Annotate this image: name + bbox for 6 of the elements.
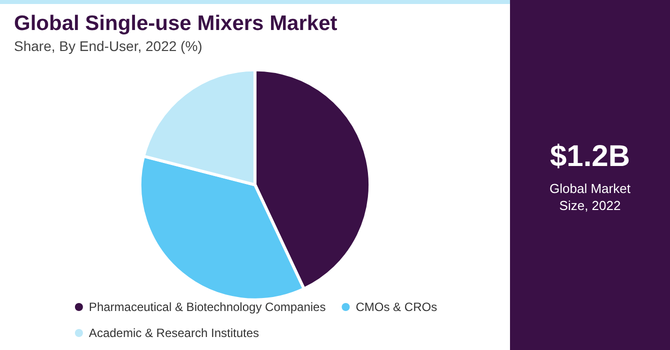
legend-label: Academic & Research Institutes (88, 326, 260, 340)
chart-title: Global Single-use Mixers Market (14, 12, 338, 36)
chart-subtitle: Share, By End-User, 2022 (%) (14, 38, 202, 54)
side-panel: $1.2B Global Market Size, 2022 (510, 0, 670, 350)
legend-label: Pharmaceutical & Biotechnology Companies (88, 300, 326, 314)
legend-label: CMOs & CROs (356, 300, 438, 314)
